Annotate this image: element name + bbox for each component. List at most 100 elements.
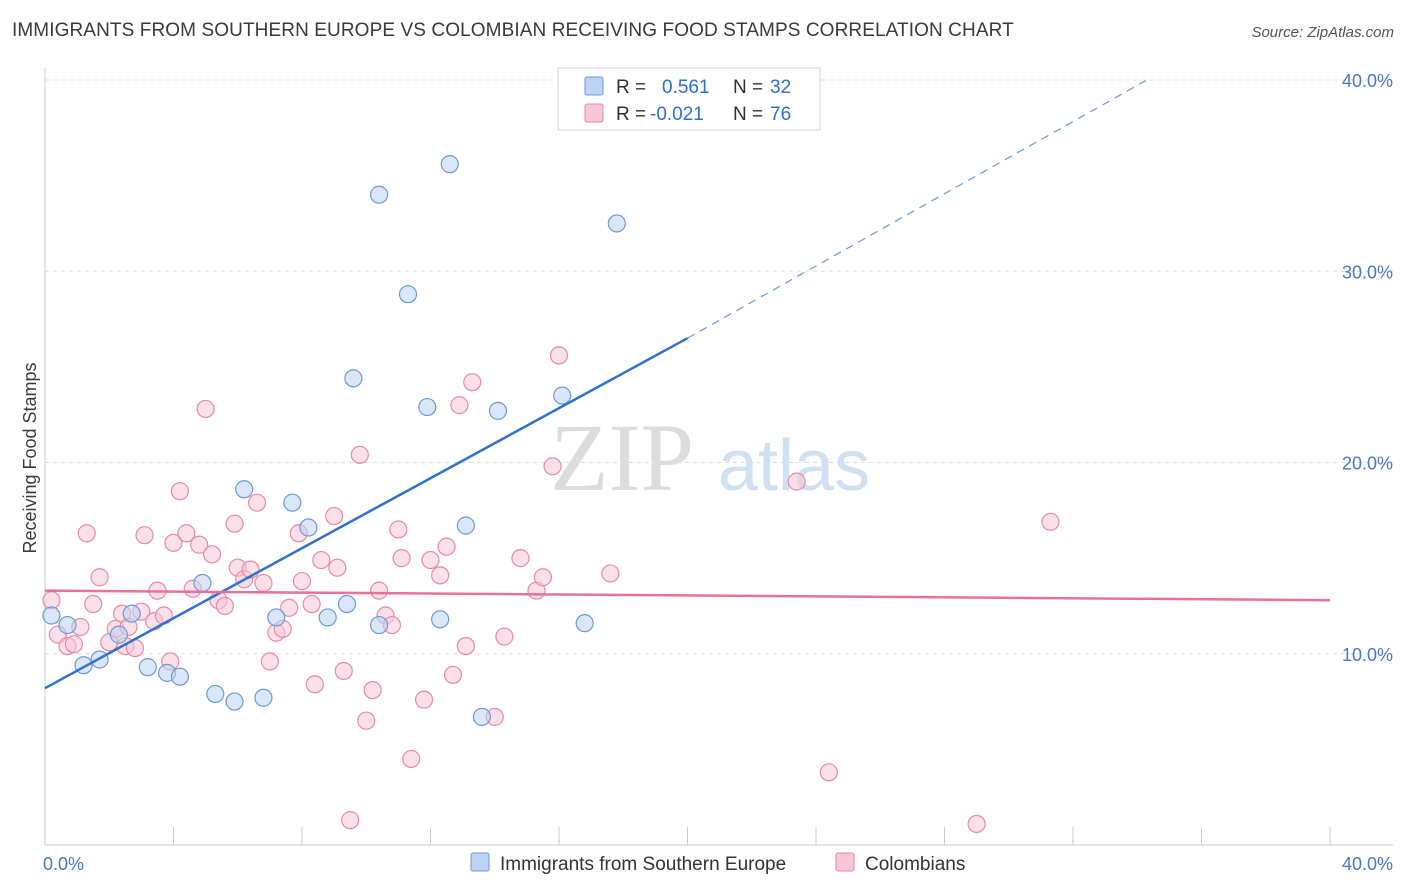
data-point xyxy=(84,594,103,614)
data-point xyxy=(247,493,267,512)
bottom-legend-label-blue: Immigrants from Southern Europe xyxy=(500,854,786,875)
data-point xyxy=(337,594,357,614)
y-tick-label: 30.0% xyxy=(1342,262,1393,282)
y-tick-label: 10.0% xyxy=(1342,645,1393,665)
data-point xyxy=(328,558,347,577)
data-point xyxy=(357,711,376,730)
legend-n-value-1: 32 xyxy=(770,77,791,98)
data-point xyxy=(302,594,321,614)
legend-r-value-2: -0.021 xyxy=(650,104,704,125)
data-point xyxy=(135,526,154,545)
data-point xyxy=(421,550,440,570)
data-point xyxy=(292,571,312,591)
data-point xyxy=(437,537,456,556)
data-point xyxy=(90,568,109,587)
data-point xyxy=(431,566,450,585)
data-point xyxy=(170,482,190,501)
data-point xyxy=(77,524,96,543)
legend-r-label-2: R = xyxy=(616,104,646,125)
data-point xyxy=(305,675,324,694)
data-point xyxy=(344,369,363,388)
data-point xyxy=(42,606,61,625)
trend-line-southern-europe-extension xyxy=(687,79,1148,339)
data-point xyxy=(511,549,530,568)
data-point xyxy=(495,627,514,646)
data-point xyxy=(787,472,806,491)
data-point xyxy=(402,749,421,769)
data-point xyxy=(58,615,77,635)
data-point xyxy=(363,680,382,700)
data-point xyxy=(254,688,273,707)
data-point xyxy=(575,614,594,633)
data-point xyxy=(177,524,196,543)
data-point xyxy=(389,520,408,539)
data-point xyxy=(260,652,279,671)
data-point xyxy=(122,604,141,623)
data-point xyxy=(450,396,469,415)
data-point xyxy=(601,564,620,583)
legend: R = 0.561 N = 32 R = -0.021 N = 76 xyxy=(557,67,821,131)
data-point xyxy=(202,545,222,564)
data-point xyxy=(398,285,418,304)
data-point xyxy=(543,457,562,476)
bottom-legend-swatch-blue xyxy=(470,852,490,872)
data-point xyxy=(109,625,128,644)
data-point xyxy=(488,401,508,420)
legend-n-label-2: N = xyxy=(733,104,763,125)
data-point xyxy=(370,581,389,600)
data-point xyxy=(283,493,302,512)
data-point xyxy=(350,445,369,464)
legend-n-value-2: 76 xyxy=(770,104,791,125)
data-point xyxy=(225,692,244,711)
data-point xyxy=(225,514,244,533)
southern-europe-points xyxy=(42,155,626,726)
data-point xyxy=(318,608,337,627)
data-point xyxy=(215,596,234,616)
bottom-legend-swatch-pink xyxy=(835,852,855,872)
data-point xyxy=(42,591,61,610)
data-point xyxy=(267,608,286,627)
axes xyxy=(44,68,1393,846)
data-point xyxy=(193,573,212,593)
data-point xyxy=(819,763,838,782)
legend-swatch-blue xyxy=(584,76,604,96)
data-point xyxy=(64,635,84,654)
data-point xyxy=(196,399,215,419)
data-point xyxy=(334,661,353,681)
data-point xyxy=(254,573,273,593)
data-point xyxy=(206,684,225,704)
data-point xyxy=(299,518,318,537)
x-tick-label-min: 0.0% xyxy=(43,854,84,874)
trend-line-colombians xyxy=(44,589,1331,602)
data-point xyxy=(341,811,360,830)
watermark-zip: ZIP xyxy=(550,404,694,511)
data-point xyxy=(1041,512,1060,531)
trend-line-southern-europe xyxy=(44,337,689,690)
data-point xyxy=(472,707,491,726)
legend-swatch-pink xyxy=(584,103,604,123)
data-point xyxy=(370,185,389,204)
x-tick-label-max: 40.0% xyxy=(1342,854,1393,874)
y-tick-label: 20.0% xyxy=(1342,454,1393,474)
data-point xyxy=(414,690,434,709)
y-tick-label: 40.0% xyxy=(1342,71,1393,91)
data-point xyxy=(549,346,569,365)
data-point xyxy=(967,814,986,834)
source-label: Source: ZipAtlas.com xyxy=(1251,24,1394,41)
data-point xyxy=(392,549,411,568)
data-point xyxy=(190,535,209,554)
legend-n-label-1: N = xyxy=(733,77,763,98)
trend-lines xyxy=(44,79,1331,690)
data-point xyxy=(431,610,450,629)
data-point xyxy=(170,667,190,686)
data-point xyxy=(418,397,437,417)
data-point xyxy=(312,550,331,570)
colombians-points xyxy=(42,346,1060,834)
legend-r-value-1: 0.561 xyxy=(662,77,710,98)
data-point xyxy=(440,155,459,174)
data-point xyxy=(138,658,157,677)
data-point xyxy=(164,533,183,552)
data-point xyxy=(533,568,553,587)
bottom-legend-label-pink: Colombians xyxy=(865,854,965,875)
